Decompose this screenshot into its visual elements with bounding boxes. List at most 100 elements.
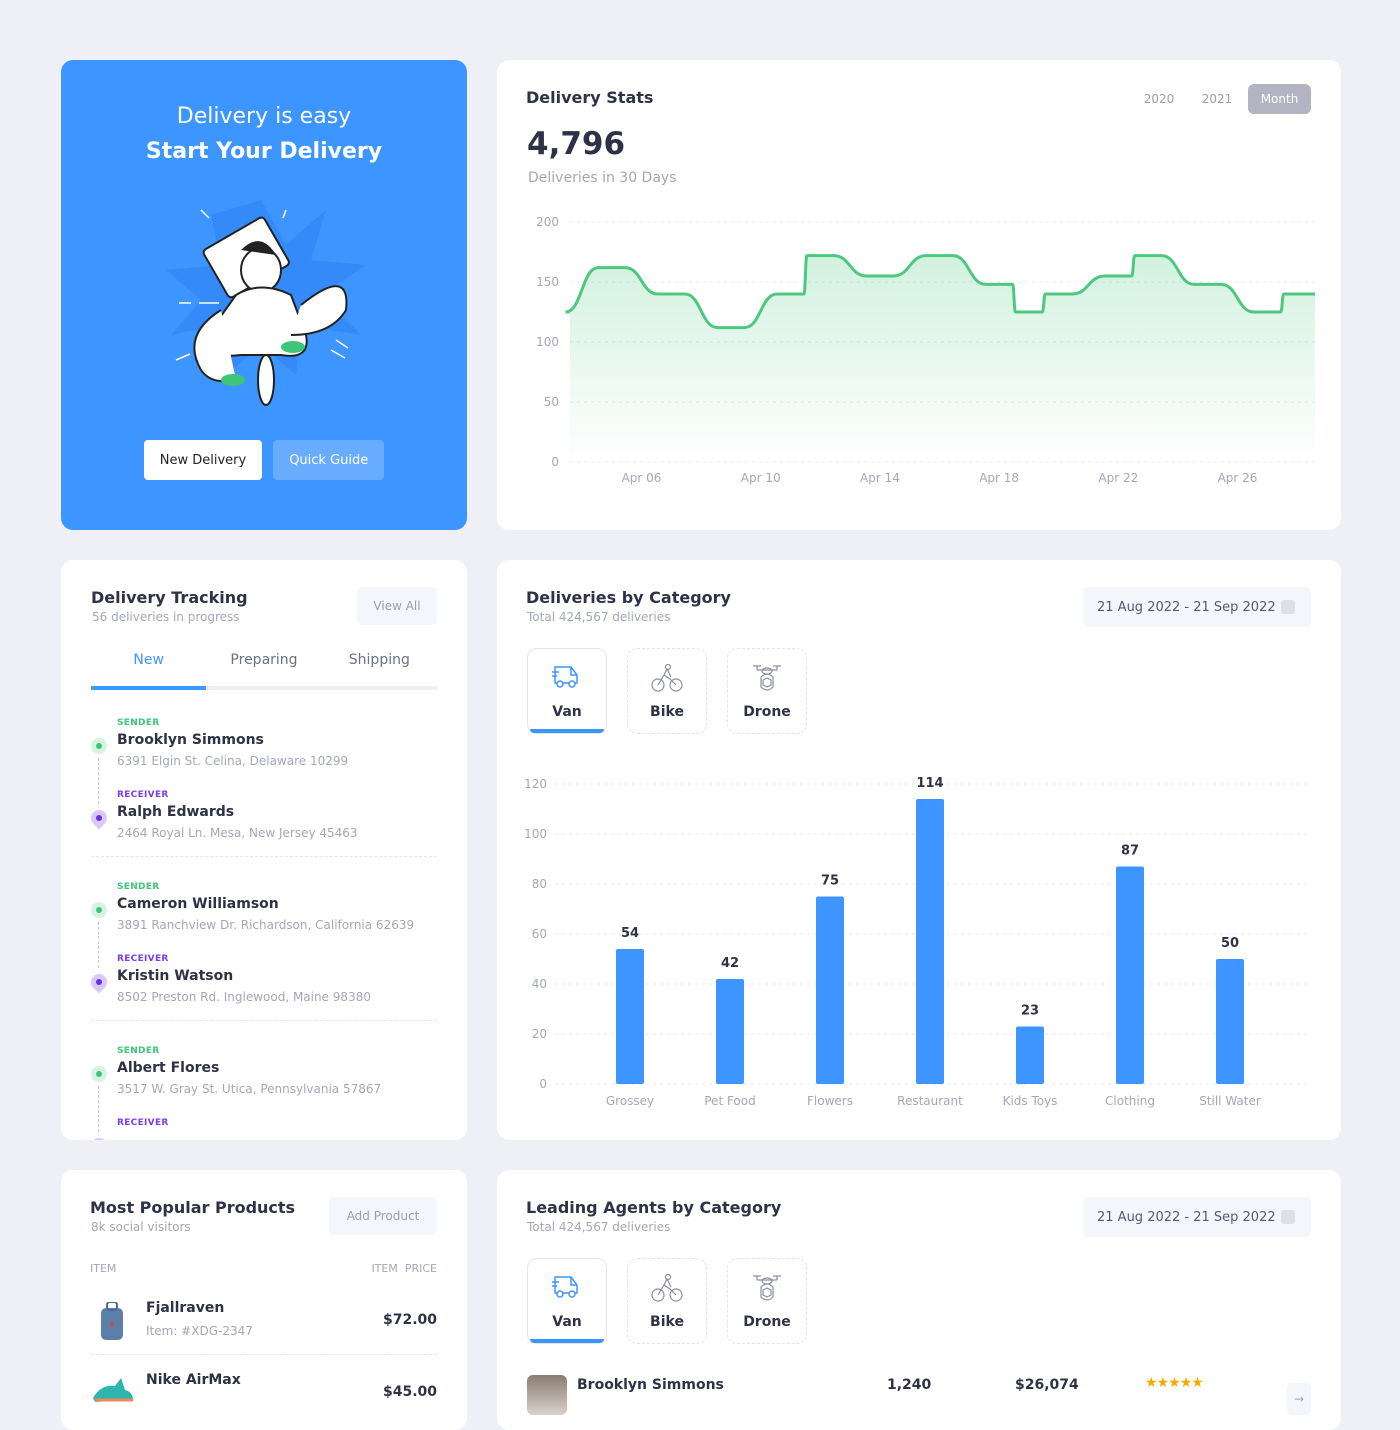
popular-products-card: Most Popular Products 8k social visitors… bbox=[61, 1170, 467, 1430]
tracking-item[interactable]: SENDER Brooklyn Simmons 6391 Elgin St. C… bbox=[87, 718, 437, 862]
van-icon bbox=[552, 666, 578, 688]
date-range-picker[interactable]: 21 Aug 2022 - 21 Sep 2022 bbox=[1083, 587, 1311, 627]
tab-shipping[interactable]: Shipping bbox=[321, 652, 437, 690]
tracking-item[interactable]: SENDER Cameron Williamson 3891 Ranchview… bbox=[87, 882, 437, 1026]
bike-icon bbox=[651, 663, 683, 692]
tab-label: Van bbox=[552, 704, 582, 720]
bar-value-label: 114 bbox=[916, 776, 943, 791]
category-bar-chart: 120 100 80 60 40 20 0 54 Grossey 42 Pet Food 75 Flow… bbox=[524, 776, 1311, 1108]
add-product-button[interactable]: Add Product bbox=[329, 1197, 437, 1235]
filter-month[interactable]: Month bbox=[1248, 84, 1311, 114]
y-tick-label: 0 bbox=[551, 455, 559, 469]
x-tick-label: Apr 10 bbox=[741, 471, 781, 485]
tab-drone[interactable]: Drone bbox=[727, 1258, 807, 1344]
y-tick-label: 150 bbox=[536, 275, 559, 289]
tab-van[interactable]: Van bbox=[527, 1258, 607, 1344]
product-row[interactable]: Nike AirMax $45.00 bbox=[91, 1372, 437, 1430]
tab-drone[interactable]: Drone bbox=[727, 648, 807, 734]
bar-value-label: 75 bbox=[821, 874, 839, 889]
card-title: Leading Agents by Category bbox=[526, 1198, 782, 1217]
receiver-label: RECEIVER bbox=[117, 954, 169, 964]
x-tick-label: Apr 06 bbox=[622, 471, 662, 485]
route-line bbox=[98, 1086, 99, 1132]
y-tick-label: 50 bbox=[544, 395, 559, 409]
arrow-right-button[interactable]: → bbox=[1287, 1383, 1311, 1415]
card-title: Delivery Stats bbox=[526, 88, 654, 107]
sender-dot-icon bbox=[91, 738, 107, 754]
sender-label: SENDER bbox=[117, 1046, 160, 1056]
x-tick-label: Apr 26 bbox=[1218, 471, 1258, 485]
leading-agents-card: Leading Agents by Category Total 424,567… bbox=[497, 1170, 1341, 1430]
x-tick-label: Clothing bbox=[1105, 1094, 1155, 1108]
avatar bbox=[527, 1375, 567, 1415]
tab-bike[interactable]: Bike bbox=[627, 648, 707, 734]
calendar-icon bbox=[1281, 600, 1295, 614]
sender-name: Brooklyn Simmons bbox=[117, 732, 264, 748]
deliveries-by-category-card: Deliveries by Category Total 424,567 del… bbox=[497, 560, 1341, 1140]
delivery-illustration-icon bbox=[166, 200, 366, 406]
bar-value-label: 54 bbox=[621, 926, 639, 941]
drone-icon bbox=[753, 665, 781, 691]
receiver-address: 8502 Preston Rd. Inglewood, Maine 98380 bbox=[117, 990, 371, 1004]
x-tick-label: Pet Food bbox=[704, 1094, 756, 1108]
date-range-picker[interactable]: 21 Aug 2022 - 21 Sep 2022 bbox=[1083, 1197, 1311, 1237]
tab-bike[interactable]: Bike bbox=[627, 1258, 707, 1344]
x-tick-label: Apr 18 bbox=[979, 471, 1019, 485]
receiver-pin-icon bbox=[87, 806, 111, 830]
x-tick-label: Restaurant bbox=[897, 1094, 963, 1108]
sender-label: SENDER bbox=[117, 718, 160, 728]
sender-name: Albert Flores bbox=[117, 1060, 220, 1076]
rating-stars: ★★★★★ bbox=[1145, 1375, 1204, 1391]
total-deliveries: 4,796 bbox=[527, 126, 626, 162]
divider bbox=[91, 1020, 437, 1021]
area-fill bbox=[565, 255, 1315, 462]
bar-value-label: 23 bbox=[1021, 1004, 1039, 1019]
x-tick-label: Grossey bbox=[606, 1094, 654, 1108]
date-range-text: 21 Aug 2022 - 21 Sep 2022 bbox=[1097, 599, 1276, 615]
bike-icon bbox=[651, 1273, 683, 1302]
tab-label: Drone bbox=[743, 1314, 791, 1330]
col-item: ITEM bbox=[90, 1262, 117, 1275]
card-subtitle: 8k social visitors bbox=[91, 1220, 191, 1234]
calendar-icon bbox=[1281, 1210, 1295, 1224]
tracking-item[interactable]: SENDER Albert Flores 3517 W. Gray St. Ut… bbox=[87, 1046, 437, 1140]
card-title: Most Popular Products bbox=[90, 1198, 296, 1217]
tab-label: Van bbox=[552, 1314, 582, 1330]
filter-2021[interactable]: 2021 bbox=[1190, 84, 1244, 114]
sender-address: 3891 Ranchview Dr. Richardson, Californi… bbox=[117, 918, 415, 932]
tab-van[interactable]: Van bbox=[527, 648, 607, 734]
quick-guide-button[interactable]: Quick Guide bbox=[273, 440, 385, 480]
route-line bbox=[98, 758, 99, 804]
agent-row: Brooklyn Simmons 1,240 $26,074 ★★★★★ → bbox=[527, 1375, 1311, 1415]
bar bbox=[1016, 1026, 1044, 1084]
product-row[interactable]: Fjallraven Item: #XDG-2347 $72.00 bbox=[91, 1300, 437, 1360]
y-tick-label: 200 bbox=[536, 215, 559, 229]
tab-new[interactable]: New bbox=[91, 652, 207, 690]
tab-preparing[interactable]: Preparing bbox=[206, 652, 322, 690]
bar bbox=[916, 799, 944, 1084]
sender-dot-icon bbox=[91, 1066, 107, 1082]
receiver-pin-icon bbox=[87, 1134, 111, 1140]
filter-2020[interactable]: 2020 bbox=[1132, 84, 1186, 114]
card-title: Deliveries by Category bbox=[526, 588, 731, 607]
divider bbox=[91, 856, 437, 857]
star-icon: ★ bbox=[1179, 1375, 1193, 1391]
card-subtitle: 56 deliveries in progress bbox=[92, 610, 240, 624]
van-icon bbox=[552, 1276, 578, 1298]
bar bbox=[616, 949, 644, 1084]
delivery-line-chart: 200 150 100 50 0 Apr 06 Apr 10 Apr 14 Apr 18 Apr … bbox=[536, 215, 1315, 485]
bar bbox=[1216, 959, 1244, 1084]
star-icon: ★ bbox=[1168, 1375, 1181, 1391]
y-tick-label: 100 bbox=[536, 335, 559, 349]
x-tick-label: Apr 14 bbox=[860, 471, 900, 485]
date-range-text: 21 Aug 2022 - 21 Sep 2022 bbox=[1097, 1209, 1276, 1225]
new-delivery-button[interactable]: New Delivery bbox=[143, 440, 263, 480]
y-tick-label: 100 bbox=[524, 827, 547, 841]
y-tick-label: 80 bbox=[532, 877, 547, 891]
tab-label: Bike bbox=[650, 1314, 684, 1330]
star-icon: ★ bbox=[1191, 1375, 1204, 1391]
series-line bbox=[565, 254, 1315, 330]
bar bbox=[816, 896, 844, 1084]
view-all-button[interactable]: View All bbox=[357, 587, 437, 625]
hero-title: Delivery is easy bbox=[176, 104, 352, 129]
